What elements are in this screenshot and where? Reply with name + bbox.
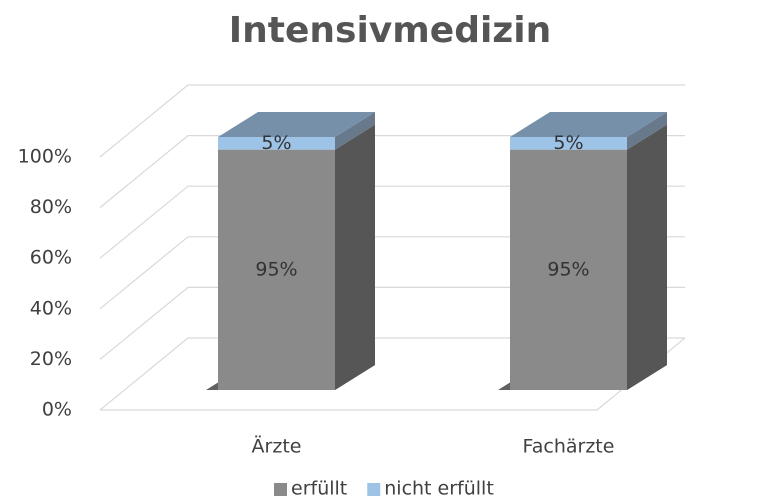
bar-side xyxy=(627,112,667,150)
legend-swatch xyxy=(367,483,381,496)
grid-line xyxy=(99,84,685,158)
data-label: 95% xyxy=(255,258,297,280)
bar-front xyxy=(510,149,627,390)
bar-front xyxy=(218,149,335,390)
bar-front xyxy=(218,137,335,150)
bar-side xyxy=(335,124,375,391)
data-label: 5% xyxy=(261,132,291,154)
legend-label: nicht erfüllt xyxy=(384,478,494,500)
bar-front xyxy=(510,137,627,150)
bar-top xyxy=(218,112,375,137)
legend-label: erfüllt xyxy=(291,478,347,500)
y-tick-label: 0% xyxy=(42,399,72,421)
bar-side xyxy=(627,124,667,391)
y-tick-label: 40% xyxy=(30,297,72,319)
x-tick-label: Fachärzte xyxy=(523,436,615,458)
data-label: 95% xyxy=(547,258,589,280)
x-tick-label: Ärzte xyxy=(252,435,302,458)
y-tick-label: 80% xyxy=(30,196,72,218)
y-tick-label: 100% xyxy=(18,146,72,168)
y-tick-label: 20% xyxy=(30,348,72,370)
y-tick-label: 60% xyxy=(30,247,72,269)
bar-top xyxy=(510,112,667,137)
legend-swatch xyxy=(274,483,287,496)
bar-side xyxy=(335,112,375,150)
chart-title: Intensivmedizin xyxy=(229,10,551,51)
data-label: 5% xyxy=(553,132,583,154)
